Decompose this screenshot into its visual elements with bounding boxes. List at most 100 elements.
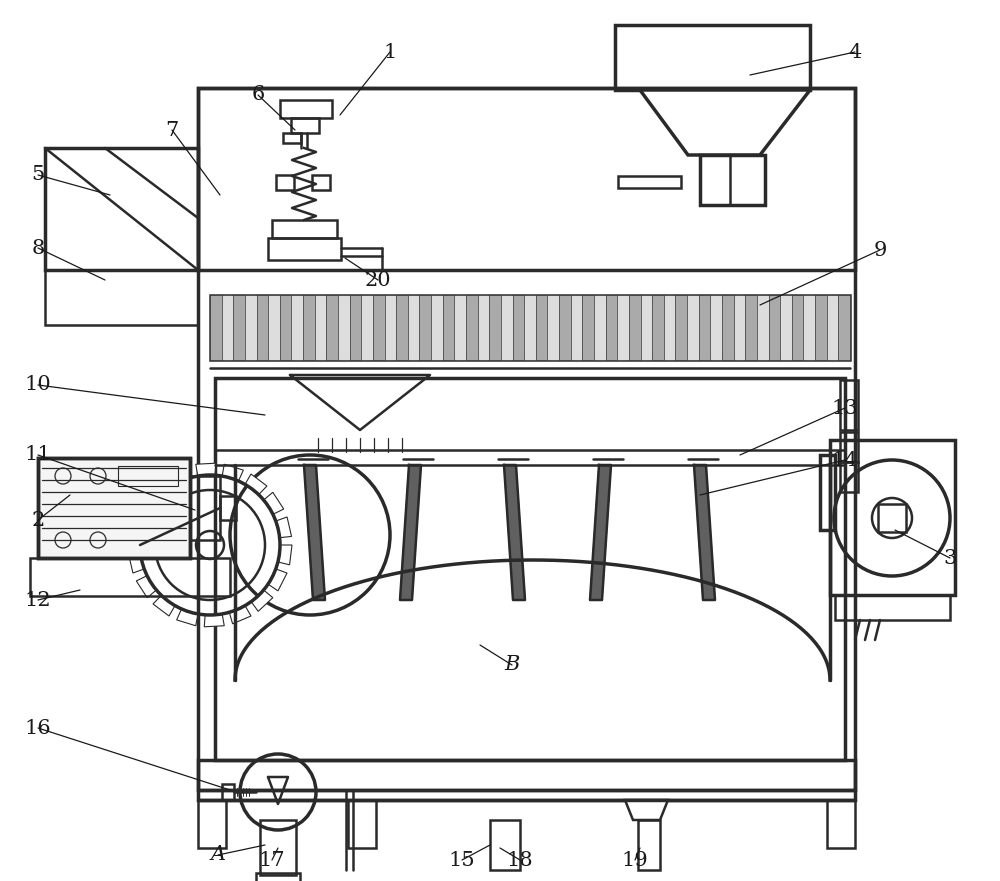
Bar	[664, 295, 675, 360]
Polygon shape	[147, 478, 169, 500]
Bar	[350, 295, 361, 360]
Polygon shape	[264, 492, 284, 515]
Bar	[594, 295, 606, 360]
Bar	[45, 148, 198, 270]
Bar	[687, 295, 699, 360]
Bar	[198, 760, 855, 800]
Bar	[615, 25, 810, 90]
Bar	[792, 295, 803, 360]
Bar	[396, 295, 408, 360]
Text: 18: 18	[507, 850, 533, 870]
Bar	[513, 295, 524, 360]
Text: 9: 9	[873, 241, 887, 260]
Bar	[745, 295, 757, 360]
Text: 7: 7	[165, 121, 179, 139]
Bar	[245, 295, 257, 360]
Bar	[840, 432, 858, 462]
Text: 20: 20	[365, 270, 391, 290]
Bar	[838, 295, 850, 360]
Text: 12: 12	[25, 590, 51, 610]
Text: 10: 10	[25, 375, 51, 395]
Bar	[641, 295, 652, 360]
Text: 13: 13	[832, 398, 858, 418]
Bar	[830, 440, 955, 595]
Bar	[233, 295, 245, 360]
Bar	[582, 295, 594, 360]
Polygon shape	[251, 590, 273, 611]
Bar	[291, 295, 303, 360]
Bar	[722, 295, 734, 360]
Polygon shape	[128, 552, 144, 573]
Bar	[501, 295, 513, 360]
Bar	[629, 295, 641, 360]
Bar	[699, 295, 710, 360]
Bar	[815, 295, 827, 360]
Bar	[408, 295, 419, 360]
Polygon shape	[276, 517, 292, 537]
Bar	[198, 88, 855, 790]
Bar	[190, 476, 220, 540]
Bar	[617, 295, 629, 360]
Bar	[280, 100, 332, 118]
Text: 14: 14	[832, 450, 858, 470]
Polygon shape	[169, 466, 191, 485]
Polygon shape	[133, 500, 152, 521]
Bar	[827, 800, 855, 848]
Bar	[606, 295, 617, 360]
Polygon shape	[245, 474, 267, 494]
Bar	[840, 380, 858, 430]
Bar	[840, 462, 858, 492]
Text: 4: 4	[848, 42, 862, 62]
Bar	[466, 295, 478, 360]
Polygon shape	[177, 609, 198, 626]
Bar	[276, 175, 294, 190]
Bar	[478, 295, 489, 360]
Bar	[820, 455, 835, 530]
Text: 5: 5	[31, 166, 45, 184]
Bar	[803, 295, 815, 360]
Bar	[652, 295, 664, 360]
Text: B: B	[504, 655, 520, 675]
Bar	[443, 295, 454, 360]
Bar	[272, 220, 337, 238]
Polygon shape	[204, 614, 224, 626]
Bar	[45, 270, 198, 325]
Bar	[283, 133, 301, 143]
Text: 6: 6	[251, 85, 265, 105]
Text: 17: 17	[259, 850, 285, 870]
Polygon shape	[136, 575, 156, 597]
Bar	[757, 295, 769, 360]
Bar	[291, 118, 319, 133]
Polygon shape	[222, 464, 243, 481]
Bar	[490, 820, 520, 870]
Bar	[734, 295, 745, 360]
Bar	[835, 595, 950, 620]
Text: 19: 19	[622, 850, 648, 870]
Polygon shape	[229, 605, 251, 624]
Bar	[536, 295, 547, 360]
Polygon shape	[400, 465, 421, 600]
Polygon shape	[504, 465, 525, 600]
Bar	[769, 295, 780, 360]
Bar	[431, 295, 443, 360]
Text: 1: 1	[383, 42, 397, 62]
Bar	[489, 295, 501, 360]
Bar	[710, 295, 722, 360]
Bar	[215, 378, 845, 760]
Text: 15: 15	[449, 850, 475, 870]
Bar	[198, 88, 855, 270]
Bar	[675, 295, 687, 360]
Bar	[315, 295, 326, 360]
Polygon shape	[278, 545, 292, 565]
Bar	[827, 295, 838, 360]
Bar	[257, 295, 268, 360]
Bar	[222, 295, 233, 360]
Bar	[256, 873, 300, 881]
Polygon shape	[590, 465, 611, 600]
Text: 11: 11	[25, 446, 51, 464]
Bar	[303, 295, 315, 360]
Polygon shape	[196, 463, 216, 476]
Text: 2: 2	[31, 510, 45, 529]
Bar	[638, 820, 660, 870]
Text: 8: 8	[31, 239, 45, 257]
